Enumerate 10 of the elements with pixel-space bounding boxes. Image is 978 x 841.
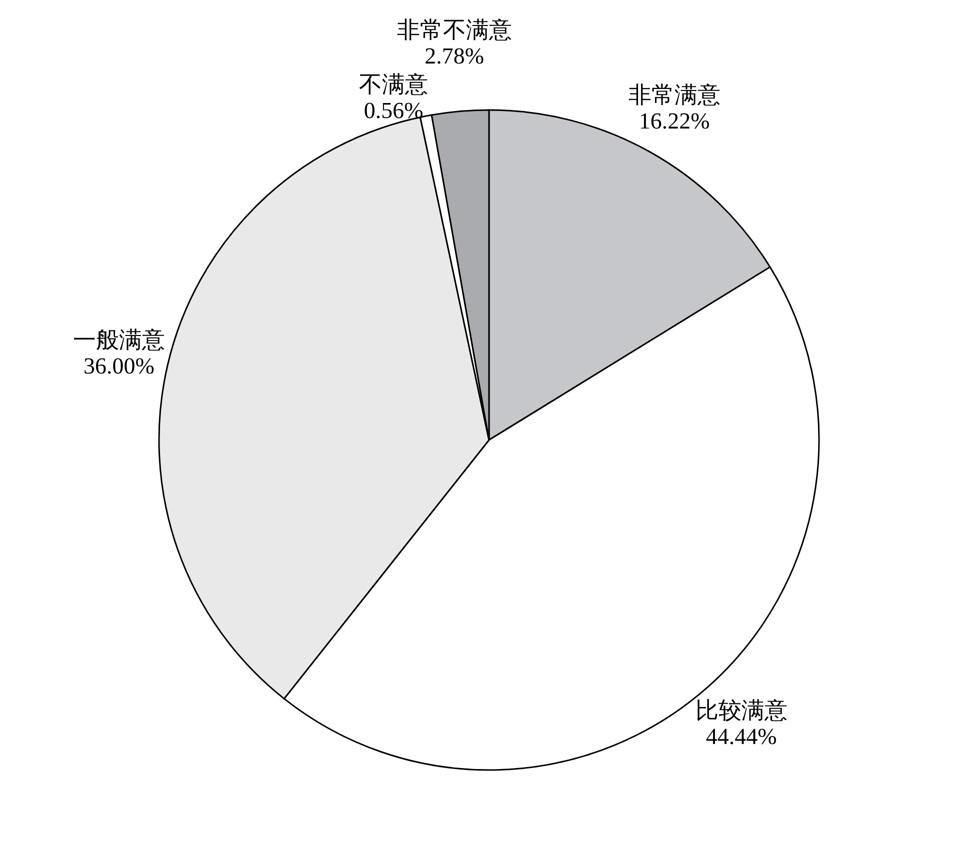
data-label: 44.44% (706, 724, 777, 750)
data-label: 0.56% (364, 98, 424, 124)
slice-label: 不满意 (359, 72, 428, 98)
slice-label: 非常满意 (628, 82, 720, 108)
slice-label: 比较满意 (695, 698, 788, 724)
data-label: 16.22% (638, 108, 710, 134)
slice-label: 一般满意 (73, 327, 166, 352)
data-label: 36.00% (84, 353, 154, 378)
slice-label: 非常不满意 (396, 18, 512, 43)
data-label: 2.78% (424, 44, 484, 69)
